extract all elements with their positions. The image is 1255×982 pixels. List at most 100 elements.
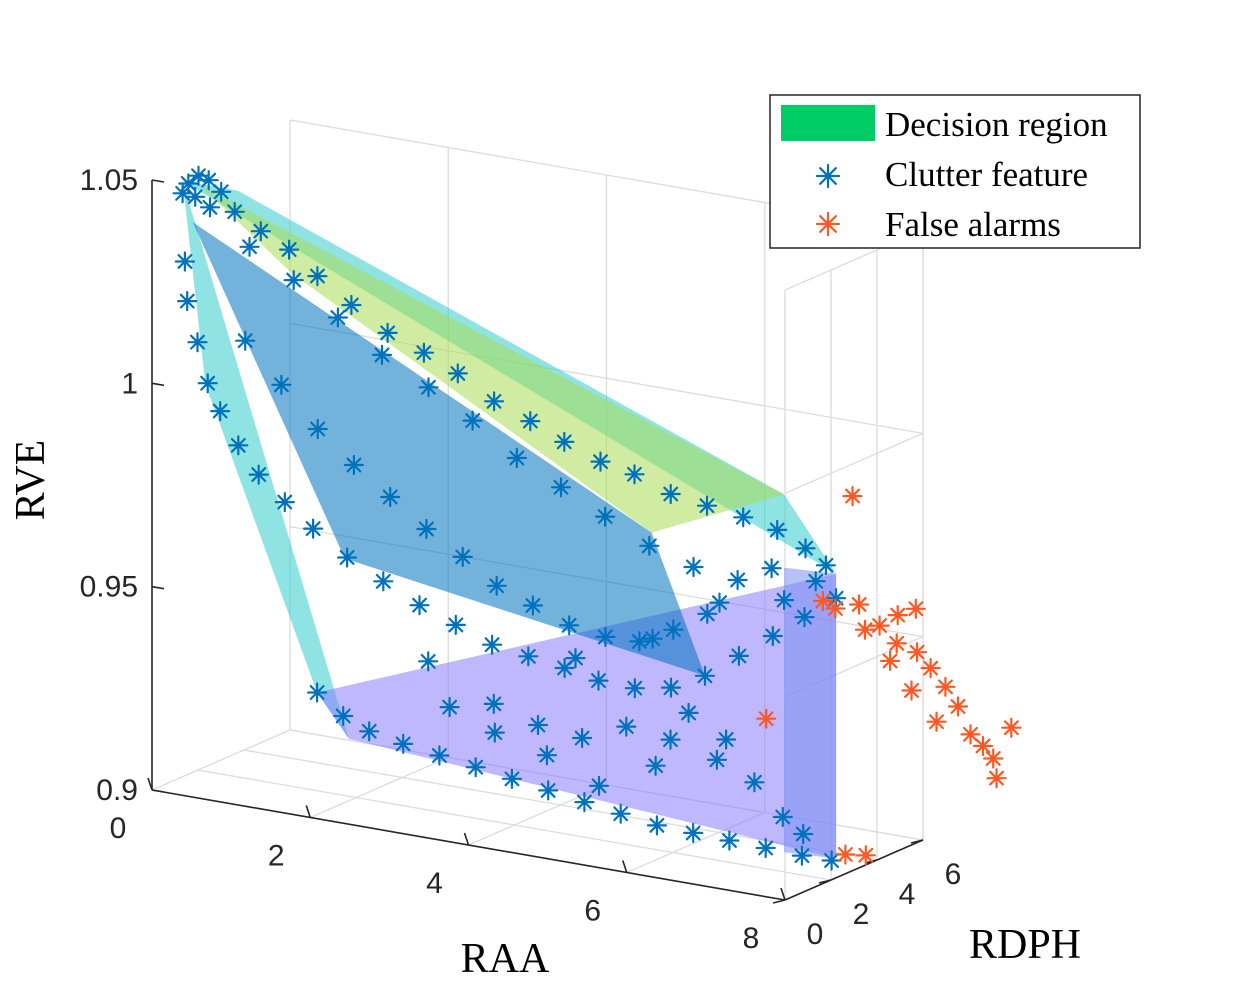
x-tick-0 <box>147 777 153 791</box>
legend-label-clutter-feature: Clutter feature <box>885 155 1088 194</box>
clutter-feature-point-12 <box>377 322 398 343</box>
clutter-feature-point-47 <box>762 625 783 647</box>
clutter-feature-point-103 <box>663 619 684 640</box>
false-alarms-point-9 <box>947 696 969 717</box>
clutter-feature-point-53 <box>429 745 450 766</box>
false-alarms-point-5 <box>886 633 907 654</box>
clutter-feature-point-81 <box>327 307 348 328</box>
false-alarms-point-3 <box>887 604 908 626</box>
clutter-feature-point-82 <box>371 344 393 365</box>
false-alarms-point-14 <box>1001 717 1022 738</box>
false-alarms-point-20 <box>835 844 856 865</box>
clutter-feature-point-104 <box>697 603 718 624</box>
clutter-feature-point-86 <box>550 477 572 498</box>
clutter-feature-point-63 <box>791 845 813 866</box>
clutter-feature-point-46 <box>728 645 750 667</box>
false-alarms-point-12 <box>972 735 994 757</box>
decision-region <box>182 181 837 859</box>
clutter-feature-point-57 <box>574 791 595 813</box>
clutter-feature-point-98 <box>486 575 507 596</box>
y-tick-label-2: 4 <box>899 878 916 911</box>
x-tick-4 <box>780 887 786 901</box>
false-alarms-point-17 <box>854 619 876 640</box>
y-tick-1 <box>818 879 832 884</box>
false-alarms-point-16 <box>879 650 901 672</box>
y-axis-title: RDPH <box>969 922 1081 968</box>
axis-layer <box>147 179 924 904</box>
z-tick-label-2: 1 <box>121 367 138 400</box>
clutter-feature-point-19 <box>624 464 645 485</box>
clutter-feature-point-89 <box>683 556 704 578</box>
false-alarms-point-1 <box>848 594 870 615</box>
legend-swatch-decision-region <box>781 105 875 141</box>
false-alarms-point-21 <box>855 845 876 866</box>
clutter-feature-point-18 <box>590 451 611 472</box>
false-alarms-point-7 <box>920 657 941 679</box>
clutter-feature-point-16 <box>520 411 541 432</box>
clutter-feature-point-68 <box>616 716 637 737</box>
x-tick-1 <box>305 805 312 818</box>
clutter-feature-point-76 <box>805 571 826 592</box>
clutter-feature-point-22 <box>733 507 754 528</box>
clutter-feature-point-75 <box>761 558 782 579</box>
clutter-feature-point-72 <box>565 647 586 669</box>
clutter-feature-point-28 <box>187 332 208 353</box>
clutter-feature-point-36 <box>373 571 394 592</box>
clutter-feature-point-92 <box>271 374 292 395</box>
clutter-feature-point-51 <box>359 721 380 742</box>
clutter-feature-point-94 <box>343 454 364 476</box>
clutter-feature-point-9 <box>279 239 300 260</box>
clutter-feature-point-67 <box>571 727 593 749</box>
grid-floor-y-1 <box>197 769 832 881</box>
clutter-feature-point-3 <box>198 170 219 191</box>
clutter-feature-point-95 <box>380 486 401 508</box>
false-alarms-point-4 <box>905 598 926 619</box>
false-alarms-point-18 <box>901 680 922 701</box>
clutter-feature-point-45 <box>694 665 716 686</box>
grid-backwall-z-2 <box>784 432 924 494</box>
x-tick-label-0: 0 <box>110 812 127 845</box>
legend-label-decision-region: Decision region <box>885 105 1108 144</box>
clutter-feature-point-13 <box>413 342 434 363</box>
clutter-feature-point-90 <box>727 569 748 591</box>
clutter-feature-point-101 <box>595 626 616 648</box>
z-tick-label-1: 0.95 <box>80 571 138 604</box>
clutter-feature-point-39 <box>482 634 503 655</box>
clutter-feature-point-112 <box>588 775 610 796</box>
legend-marker-false-alarms <box>815 211 841 237</box>
region-facet-right <box>784 567 837 859</box>
clutter-feature-point-40 <box>518 646 539 667</box>
clutter-feature-point-80 <box>283 270 304 291</box>
x-axis-title: RAA <box>461 936 550 982</box>
clutter-feature-point-11 <box>341 294 362 316</box>
clutter-feature-point-4 <box>185 186 206 207</box>
x-tick-3 <box>621 860 628 873</box>
z-tick-label-0: 0.9 <box>96 774 138 807</box>
y-tick-label-0: 0 <box>807 918 824 951</box>
x-tick-label-1: 2 <box>268 840 285 873</box>
z-tick-1 <box>151 585 165 590</box>
clutter-feature-point-88 <box>639 535 660 556</box>
clutter-feature-point-106 <box>744 772 765 793</box>
x-tick-2 <box>463 832 470 846</box>
clutter-feature-point-52 <box>393 733 414 755</box>
grid-floor-x-1 <box>309 756 449 819</box>
clutter-feature-point-15 <box>484 391 505 412</box>
z-tick-label-3: 1.05 <box>80 164 138 197</box>
clutter-feature-point-59 <box>646 815 668 836</box>
clutter-feature-point-5 <box>199 197 221 218</box>
clutter-feature-point-69 <box>660 729 681 750</box>
clutter-feature-point-111 <box>645 755 666 776</box>
legend: Decision region Clutter feature False al… <box>769 94 1141 249</box>
clutter-feature-point-79 <box>239 236 260 257</box>
clutter-feature-point-7 <box>224 201 245 222</box>
region-facet-inner-upper <box>198 183 785 533</box>
clutter-feature-point-26 <box>174 251 195 272</box>
clutter-feature-point-78 <box>773 589 795 611</box>
clutter-feature-point-38 <box>445 614 466 636</box>
clutter-feature-point-43 <box>624 678 645 699</box>
z-tick-2 <box>151 382 165 387</box>
clutter-feature-point-71 <box>418 651 439 672</box>
